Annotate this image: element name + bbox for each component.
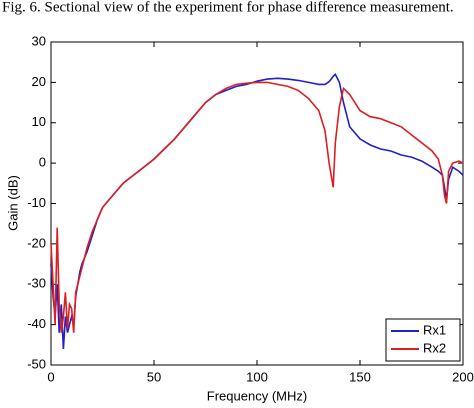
y-tick-label: 30: [32, 33, 46, 48]
plot-frame: [50, 41, 464, 366]
x-tick-label: 150: [349, 369, 371, 384]
series-line: [50, 81, 464, 333]
x-tick-label: 100: [246, 369, 268, 384]
y-tick-label: -20: [27, 235, 46, 250]
legend-label: Rx1: [423, 322, 446, 337]
y-tick-label: 20: [32, 74, 46, 89]
legend-box: [385, 318, 461, 362]
legend-label: Rx2: [423, 340, 446, 355]
y-tick-label: -40: [27, 316, 46, 331]
y-tick-label: -10: [27, 195, 46, 210]
y-tick-label: 10: [32, 114, 46, 129]
y-tick-label: -50: [27, 356, 46, 371]
y-tick-label: -30: [27, 276, 46, 291]
x-tick-label: 50: [147, 369, 161, 384]
x-axis-label: Frequency (MHz): [207, 388, 307, 403]
x-tick-label: 0: [47, 369, 54, 384]
y-axis-label: Gain (dB): [5, 175, 20, 231]
caption: Fig. 6. Sectional view of the experiment…: [2, 0, 454, 15]
y-tick-label: 0: [39, 155, 46, 170]
x-tick-label: 200: [452, 369, 474, 384]
